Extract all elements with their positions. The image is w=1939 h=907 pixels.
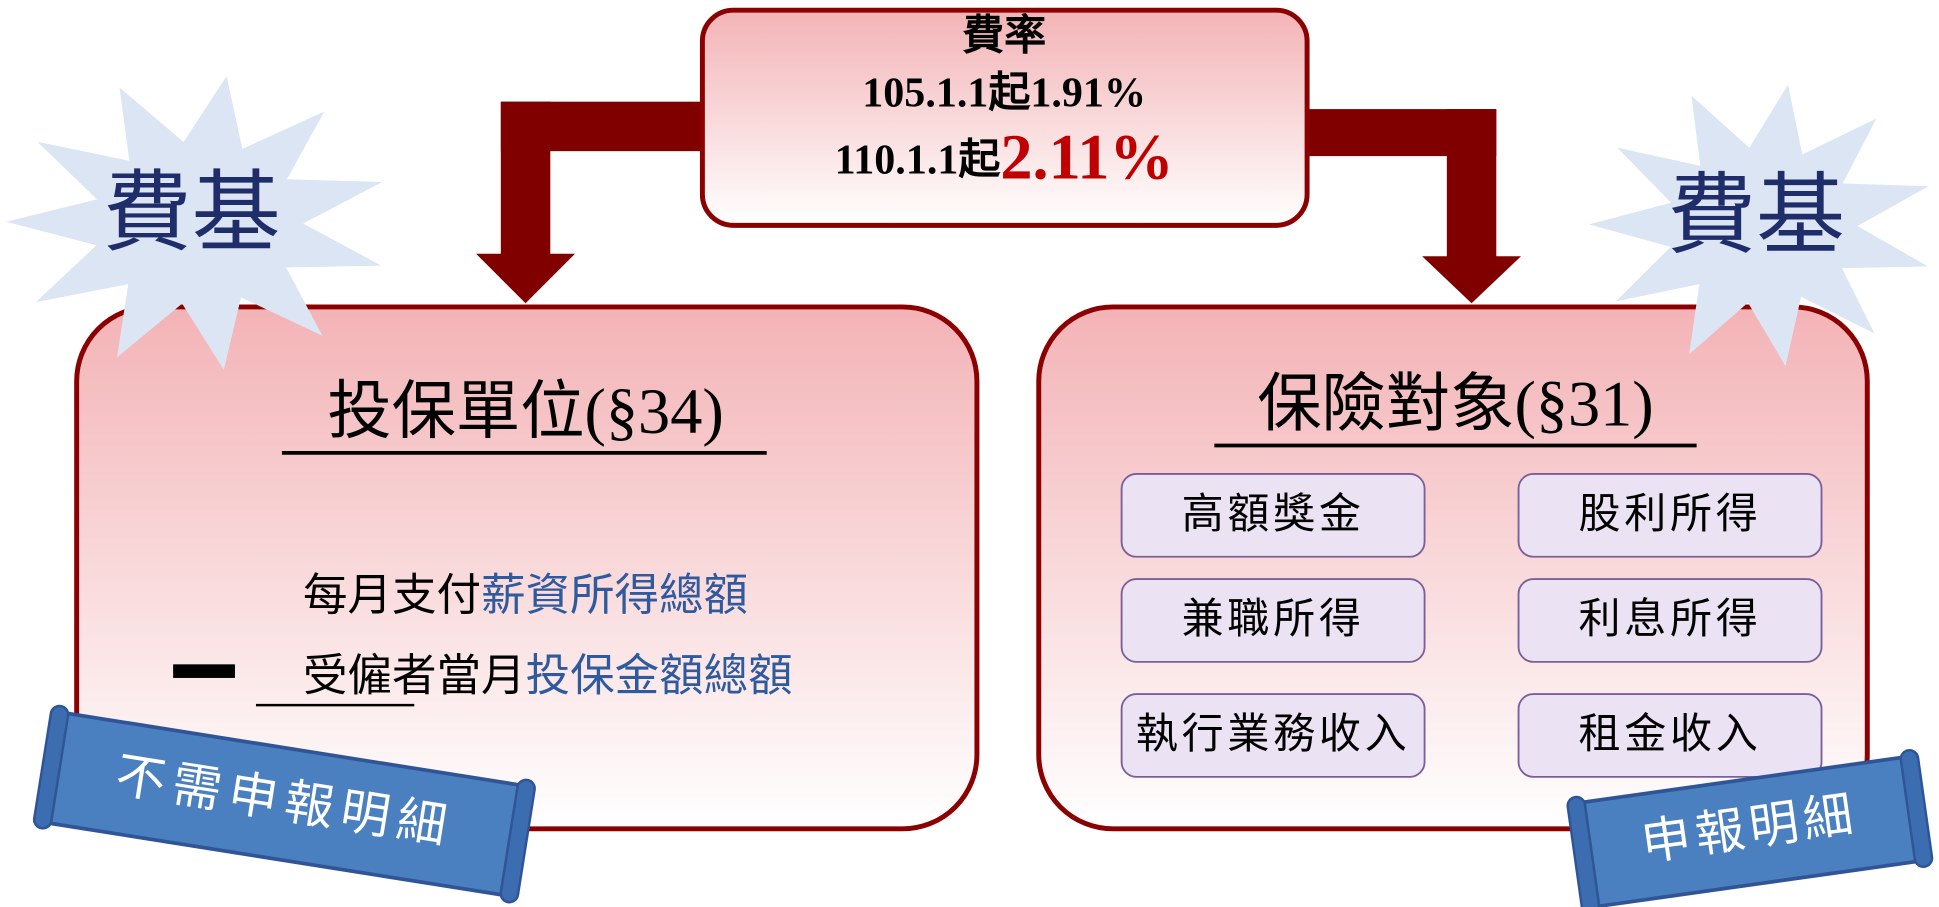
diagram: 費率 105.1.1起1.91% 110.1.1起2.11% 投保單位(§34)… bbox=[0, 0, 1939, 907]
item-label: 兼職所得 bbox=[1182, 597, 1365, 643]
item-label: 利息所得 bbox=[1579, 596, 1762, 643]
arrow-bar bbox=[501, 102, 550, 257]
arrow-head bbox=[476, 254, 575, 303]
rate-title: 費率 bbox=[962, 12, 1046, 59]
item-label: 股利所得 bbox=[1579, 492, 1762, 538]
item-label: 高額獎金 bbox=[1182, 491, 1365, 538]
text: 每月支付 bbox=[303, 570, 481, 620]
text: 受僱者 bbox=[303, 651, 437, 701]
insured-title: 保險對象(§31) bbox=[1257, 369, 1653, 440]
item-label: 租金收入 bbox=[1579, 711, 1762, 758]
page: {"rate": {"title": "費率", "line1": "105.1… bbox=[0, 0, 1939, 907]
text: 當月 bbox=[437, 651, 526, 701]
rate-highlight: 2.11% bbox=[1000, 121, 1173, 192]
star-text: 費基 bbox=[1667, 168, 1845, 266]
arrow-head bbox=[1422, 256, 1521, 303]
highlight: 薪資所得總額 bbox=[481, 570, 748, 620]
formula-line: 受僱者當月投保金額總額 bbox=[303, 651, 793, 701]
employer-title: 投保單位(§34) bbox=[327, 376, 723, 447]
highlight: 投保金額總額 bbox=[526, 651, 793, 701]
formula-line: 每月支付薪資所得總額 bbox=[303, 570, 748, 620]
star-text: 費基 bbox=[103, 165, 281, 263]
arrow-bar bbox=[1447, 109, 1496, 257]
rate-line: 105.1.1起1.91% bbox=[862, 69, 1146, 116]
rate-prefix: 110.1.1起 bbox=[835, 136, 1002, 183]
minus-sign bbox=[173, 664, 235, 678]
item-label: 執行業務收入 bbox=[1136, 712, 1410, 758]
